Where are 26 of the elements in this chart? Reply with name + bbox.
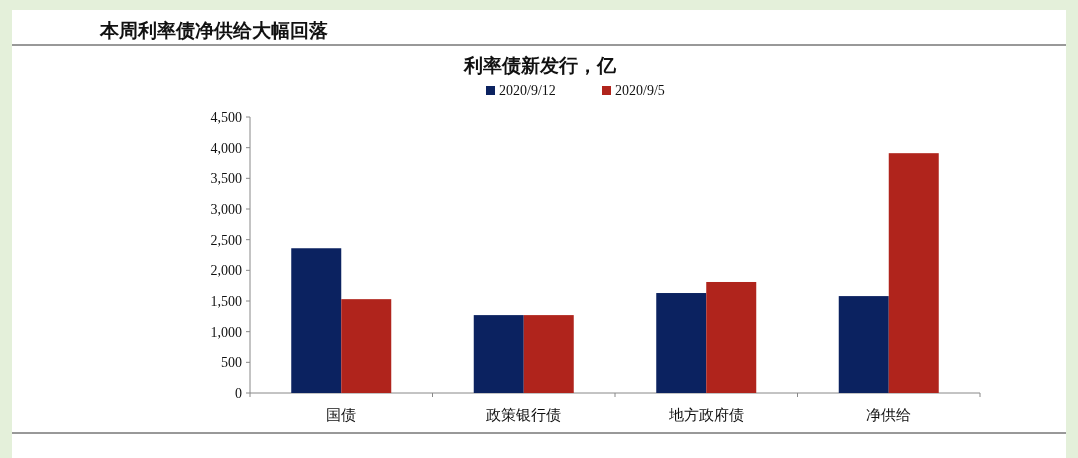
y-tick-label: 2,500 — [210, 232, 242, 248]
x-tick-label: 政策银行债 — [486, 407, 562, 423]
x-tick-label: 国债 — [326, 407, 357, 423]
y-tick-label: 4,000 — [210, 140, 242, 156]
legend-label: 2020/9/12 — [499, 83, 556, 98]
x-tick-label: 净供给 — [866, 407, 912, 423]
legend-label: 2020/9/5 — [615, 83, 665, 98]
bar — [656, 293, 707, 393]
bar — [838, 296, 889, 393]
chart-subtitle: 利率债新发行，亿 — [463, 55, 617, 76]
bar — [341, 299, 392, 393]
x-tick-label: 地方政府债 — [667, 407, 744, 423]
y-tick-label: 3,000 — [210, 202, 242, 217]
y-tick-label: 1,500 — [210, 294, 242, 309]
bar — [888, 153, 939, 393]
bar — [473, 315, 524, 393]
bar — [706, 281, 757, 393]
chart-title: 本周利率债净供给大幅回落 — [99, 20, 328, 41]
bar — [523, 315, 574, 393]
y-tick-label: 4,500 — [210, 110, 242, 125]
y-tick-label: 0 — [235, 386, 242, 401]
y-tick-label: 3,500 — [210, 171, 242, 187]
y-tick-label: 2,000 — [210, 263, 242, 279]
y-tick-label: 500 — [221, 355, 242, 371]
y-tick-label: 1,000 — [210, 324, 242, 340]
bar — [291, 248, 342, 393]
